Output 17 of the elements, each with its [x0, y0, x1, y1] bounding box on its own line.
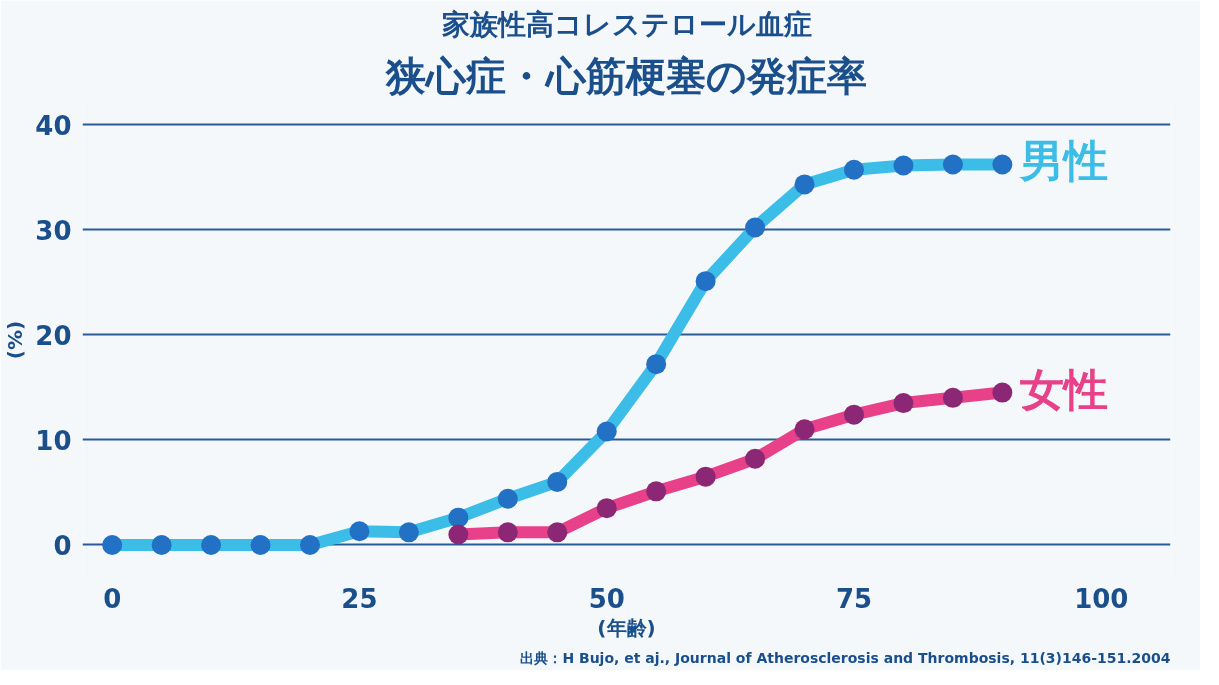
chart-title: 家族性高コレステロール血症 — [440, 7, 812, 41]
x-tick-label: 0 — [103, 583, 122, 614]
x-tick-label: 25 — [341, 583, 378, 614]
x-tick-label: 100 — [1074, 583, 1129, 614]
y-tick-label: 20 — [35, 320, 72, 351]
source-note: 出典：H Bujo, et aj., Journal of Atherosclerosis and Thrombosis, 11(3)146-151.2004 — [520, 649, 1171, 666]
chart-subtitle: 狭心症・心筋梗塞の発症率 — [385, 52, 867, 99]
series-label: 女性 — [1020, 363, 1109, 415]
x-tick-label: 75 — [835, 583, 873, 614]
series-label: 男性 — [1018, 135, 1109, 187]
y-tick-label: 40 — [35, 110, 72, 141]
x-axis-title: (年齢) — [597, 615, 656, 640]
x-tick-label: 50 — [588, 583, 625, 614]
y-tick-label: 30 — [35, 215, 72, 246]
y-tick-label: 0 — [53, 530, 72, 561]
y-axis-title: (%) — [3, 320, 28, 360]
y-tick-label: 10 — [35, 425, 72, 456]
